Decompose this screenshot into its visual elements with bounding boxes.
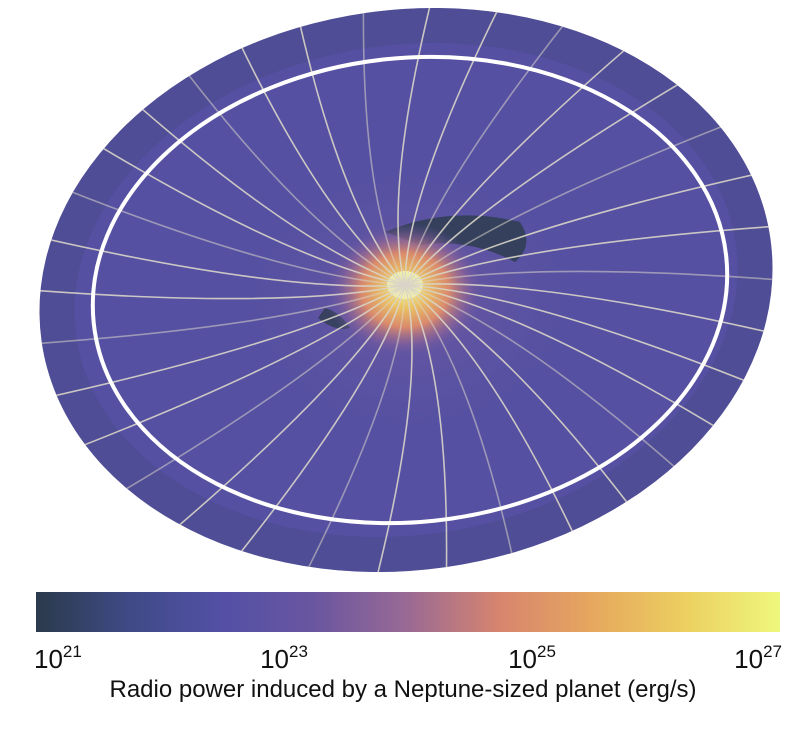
field-line	[404, 0, 519, 286]
field-line	[46, 113, 406, 286]
field-line	[404, 164, 797, 286]
field-line	[2, 225, 406, 287]
field-line	[291, 284, 406, 601]
field-line	[12, 167, 406, 286]
field-line	[404, 0, 592, 286]
colorbar-tick-label: 1023	[260, 642, 308, 674]
field-line	[367, 284, 413, 612]
field-line	[404, 270, 806, 286]
field-line	[404, 284, 661, 547]
field-line	[404, 283, 806, 345]
field-line	[92, 64, 406, 286]
colorbar-label: Radio power induced by a Neptune-sized p…	[109, 676, 697, 703]
orbit-ring	[90, 54, 730, 526]
field-line	[404, 284, 523, 600]
magnetic-field-lines	[2, 0, 806, 612]
colorbar-tick-label: 1025	[508, 642, 556, 674]
field-line	[404, 62, 715, 286]
field-line	[404, 284, 764, 457]
field-line	[404, 284, 448, 612]
field-line	[404, 222, 806, 286]
field-line	[95, 284, 406, 508]
field-line	[2, 284, 406, 300]
field-line	[362, 0, 406, 286]
colorbar-tick-label: 1021	[34, 642, 82, 674]
field-line	[48, 284, 406, 460]
disk-heatmap	[2, 0, 806, 612]
field-line	[404, 284, 798, 403]
colorbar	[36, 592, 780, 632]
colorbar-tick-label: 1027	[734, 642, 782, 674]
field-line	[13, 284, 406, 406]
field-line	[404, 284, 595, 578]
field-line	[287, 0, 406, 286]
field-line	[404, 110, 762, 286]
field-line	[397, 0, 443, 286]
field-line	[2, 284, 406, 348]
field-line	[404, 284, 718, 506]
field-line	[404, 22, 658, 286]
field-line	[152, 284, 406, 548]
field-line	[218, 284, 406, 580]
colorbar-ticks: 1021 1023 1025 1027	[34, 642, 782, 674]
